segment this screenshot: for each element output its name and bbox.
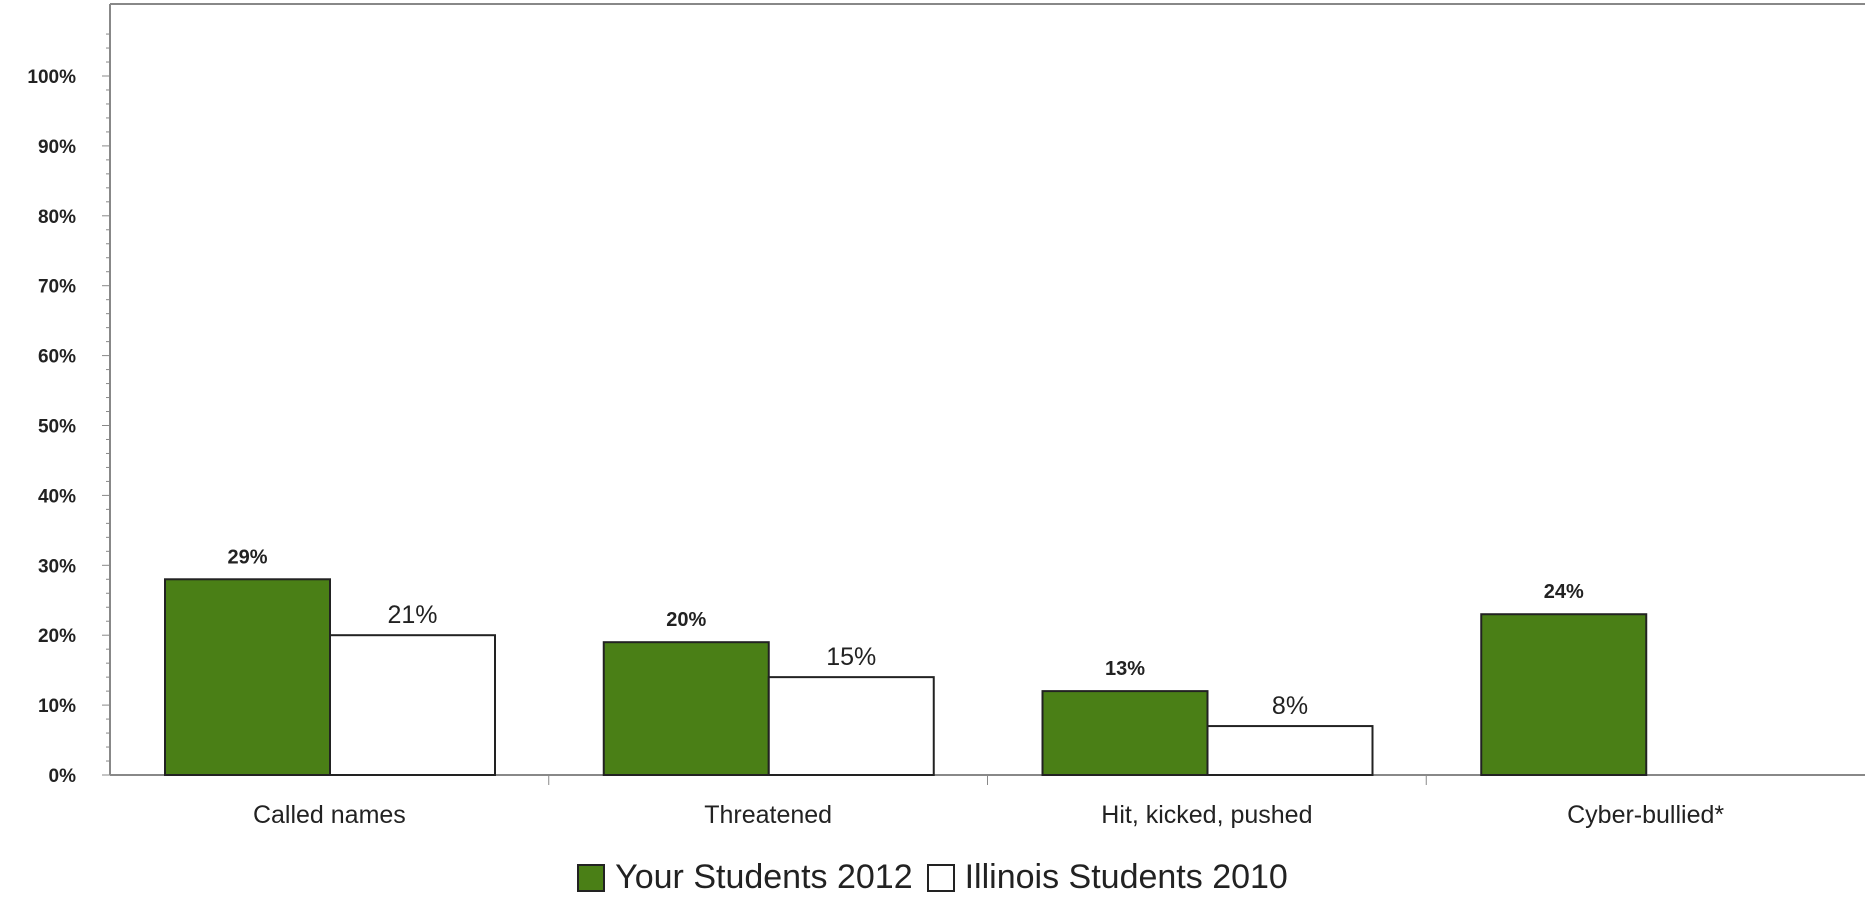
bar-series-0 bbox=[1041, 690, 1209, 776]
legend-item-series-1: Illinois Students 2010 bbox=[926, 858, 1288, 897]
legend-swatch-series-1 bbox=[926, 863, 955, 892]
bar-value-label: 29% bbox=[227, 546, 267, 568]
y-tick-label: 100% bbox=[27, 67, 76, 88]
bar-series-1 bbox=[329, 634, 496, 777]
bar-series-1 bbox=[1206, 725, 1374, 777]
bar-value-label: 13% bbox=[1105, 658, 1145, 680]
bar-series-0 bbox=[164, 578, 331, 777]
y-tick-label: 50% bbox=[38, 417, 76, 438]
bar-series-1 bbox=[767, 676, 935, 777]
legend-label-series-0: Your Students 2012 bbox=[615, 858, 913, 896]
bar-value-label: 8% bbox=[1272, 692, 1308, 720]
bar-value-label: 24% bbox=[1544, 581, 1584, 603]
bar-chart: 0% 10% 20% 30% 40% 50% 60% 70% 80% 90% 100% 29% 21% C… bbox=[27, 3, 1865, 829]
y-tick-label: 40% bbox=[38, 486, 76, 507]
y-tick-label: 90% bbox=[38, 137, 76, 158]
y-tick-label: 80% bbox=[38, 207, 76, 228]
legend-swatch-series-0 bbox=[577, 863, 606, 892]
bar-value-label: 15% bbox=[826, 643, 876, 671]
x-category-label: Threatened bbox=[704, 801, 832, 829]
bar-series-0 bbox=[1480, 613, 1648, 776]
legend: Your Students 2012 Illinois Students 201… bbox=[0, 858, 1865, 897]
legend-item-series-0: Your Students 2012 bbox=[577, 858, 913, 897]
x-category-label: Hit, kicked, pushed bbox=[1101, 801, 1312, 829]
bar-series-0 bbox=[602, 641, 770, 776]
x-category-label: Called names bbox=[253, 801, 406, 829]
y-tick-label: 30% bbox=[38, 556, 76, 577]
y-tick-label: 20% bbox=[38, 626, 76, 647]
bar-value-label: 21% bbox=[387, 601, 437, 629]
legend-label-series-1: Illinois Students 2010 bbox=[964, 858, 1288, 896]
y-tick-label: 10% bbox=[38, 696, 76, 717]
bar-value-label: 20% bbox=[666, 609, 706, 631]
x-category-label: Cyber-bullied* bbox=[1567, 801, 1724, 829]
y-tick-label: 0% bbox=[49, 766, 77, 787]
y-tick-label: 70% bbox=[38, 277, 76, 298]
y-tick-label: 60% bbox=[38, 347, 76, 368]
